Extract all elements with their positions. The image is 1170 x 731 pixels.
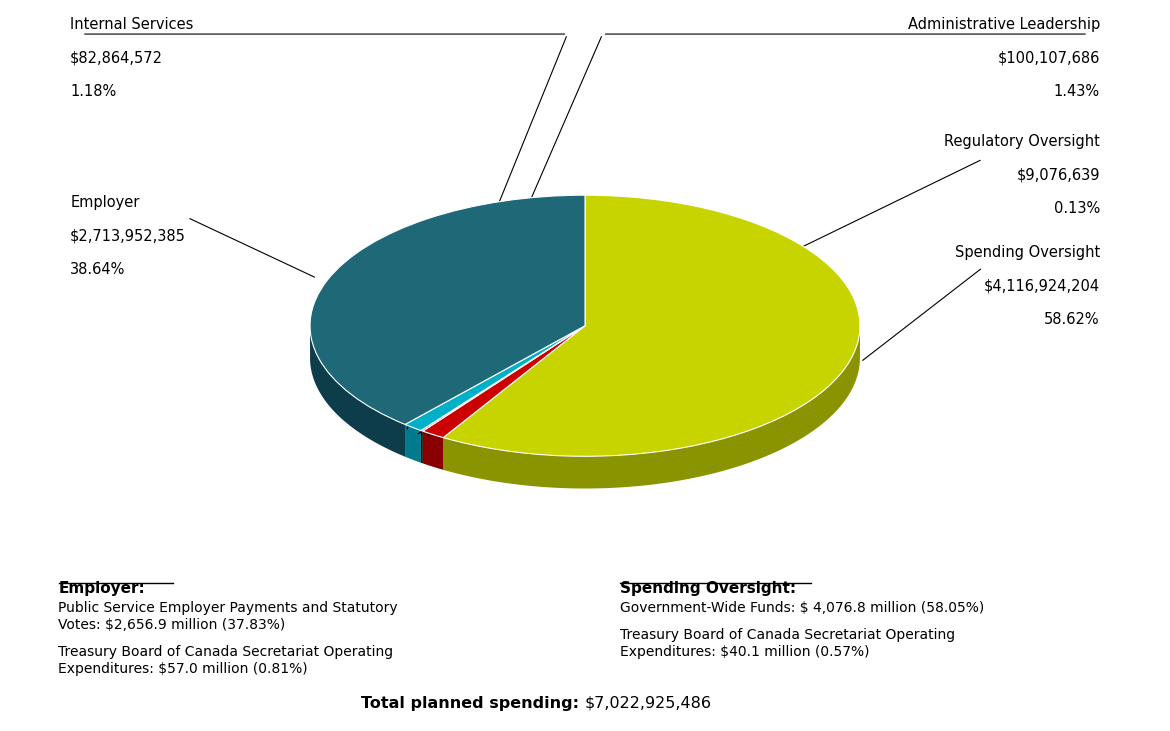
Wedge shape (443, 195, 860, 456)
Text: Government-Wide Funds: $ 4,076.8 million (58.05%): Government-Wide Funds: $ 4,076.8 million… (620, 601, 984, 615)
Text: 1.18%: 1.18% (70, 84, 117, 99)
Text: 1.43%: 1.43% (1054, 84, 1100, 99)
Text: Employer: Employer (70, 195, 139, 211)
Polygon shape (405, 425, 421, 463)
Text: Treasury Board of Canada Secretariat Operating: Treasury Board of Canada Secretariat Ope… (58, 645, 393, 659)
Text: Spending Oversight:: Spending Oversight: (620, 581, 797, 596)
Text: Employer:: Employer: (58, 581, 145, 596)
Text: Regulatory Oversight: Regulatory Oversight (944, 134, 1100, 149)
Text: Spending Oversight: Spending Oversight (955, 245, 1100, 260)
Text: Administrative Leadership: Administrative Leadership (908, 18, 1100, 32)
Text: $100,107,686: $100,107,686 (997, 50, 1100, 66)
Polygon shape (443, 325, 860, 488)
Text: Internal Services: Internal Services (70, 18, 193, 32)
Text: 58.62%: 58.62% (1044, 312, 1100, 327)
Text: Treasury Board of Canada Secretariat Operating: Treasury Board of Canada Secretariat Ope… (620, 628, 955, 642)
Text: $4,116,924,204: $4,116,924,204 (984, 279, 1100, 294)
Text: $7,022,925,486: $7,022,925,486 (585, 695, 713, 711)
Text: Expenditures: $40.1 million (0.57%): Expenditures: $40.1 million (0.57%) (620, 645, 869, 659)
Text: $2,713,952,385: $2,713,952,385 (70, 229, 186, 243)
Polygon shape (422, 431, 443, 470)
Text: Votes: $2,656.9 million (37.83%): Votes: $2,656.9 million (37.83%) (58, 618, 285, 632)
Text: 0.13%: 0.13% (1053, 201, 1100, 216)
Text: $9,076,639: $9,076,639 (1017, 167, 1100, 183)
Wedge shape (422, 326, 585, 438)
Wedge shape (421, 326, 585, 431)
Text: 38.64%: 38.64% (70, 262, 125, 277)
Polygon shape (421, 431, 422, 463)
Wedge shape (405, 326, 585, 431)
Wedge shape (310, 195, 585, 425)
Text: $82,864,572: $82,864,572 (70, 50, 163, 66)
Text: Public Service Employer Payments and Statutory: Public Service Employer Payments and Sta… (58, 601, 398, 615)
Text: Expenditures: $57.0 million (0.81%): Expenditures: $57.0 million (0.81%) (58, 662, 308, 675)
Text: Total planned spending:: Total planned spending: (362, 695, 585, 711)
Polygon shape (310, 325, 405, 457)
